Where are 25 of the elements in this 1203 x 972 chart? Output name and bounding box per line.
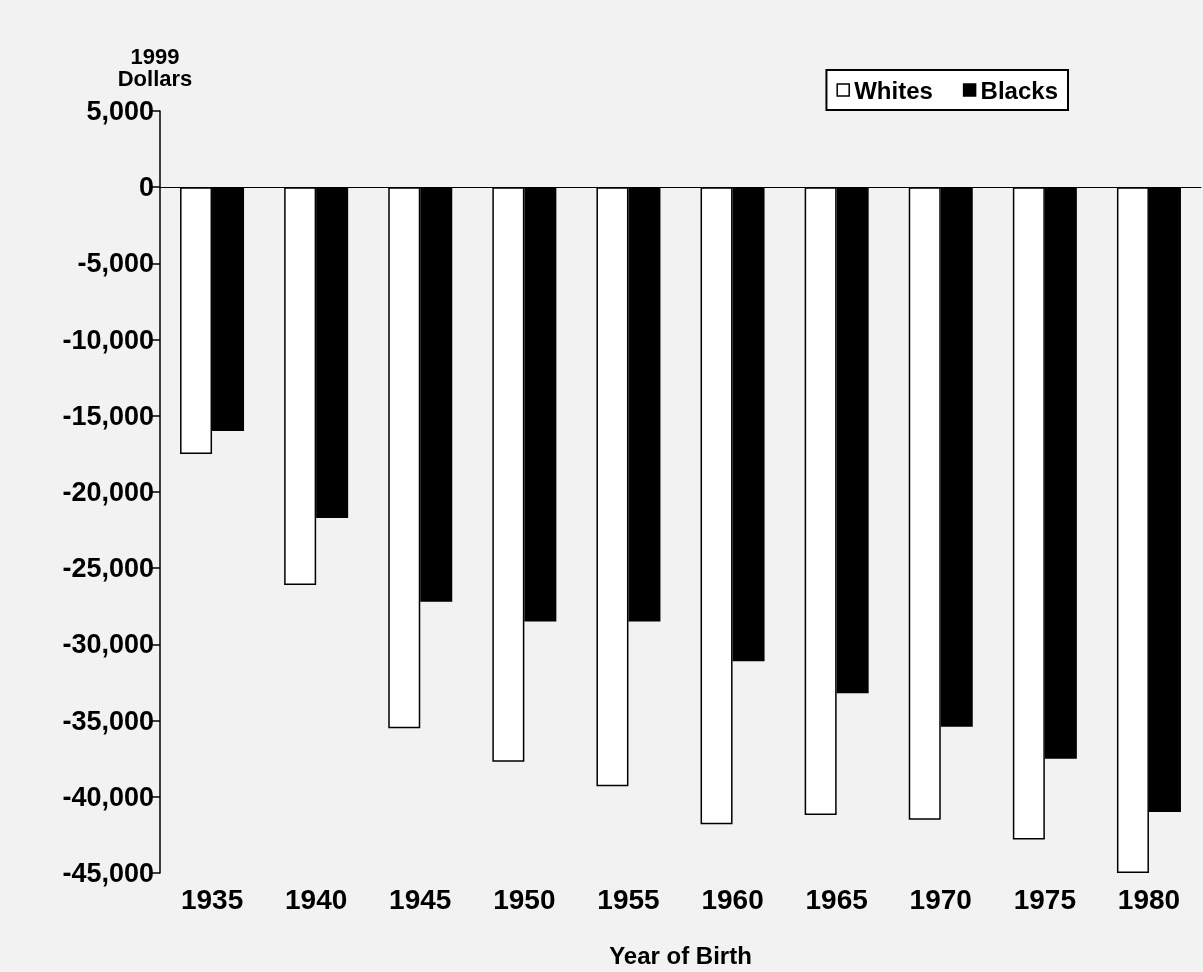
x-tick-label: 1935	[180, 883, 244, 915]
legend-label: Blacks	[980, 76, 1058, 104]
y-axis-title: 1999 Dollars	[117, 43, 193, 91]
y-tick-label: -35,000	[62, 705, 154, 736]
x-tick-label: 1975	[1013, 883, 1076, 915]
y-tick-label: -15,000	[62, 400, 154, 431]
y-tick-label: 0	[138, 172, 154, 203]
x-tick-label: 1950	[493, 883, 556, 915]
legend-label: Whites	[854, 76, 933, 104]
y-tick-label: -40,000	[62, 781, 154, 812]
x-tick-label: 1945	[389, 883, 452, 915]
y-tick-label: -25,000	[62, 553, 154, 584]
x-tick-label: 1980	[1117, 883, 1181, 915]
y-tick-label: -10,000	[62, 324, 154, 355]
y-tick-label: -5,000	[77, 248, 154, 279]
x-tick-label: 1955	[597, 883, 660, 915]
x-axis-title: Year of Birth	[609, 941, 752, 969]
x-tick-label: 1965	[805, 883, 868, 915]
y-tick-label: -20,000	[62, 477, 154, 507]
x-tick-label: 1970	[909, 883, 972, 915]
x-tick-label: 1940	[285, 883, 348, 915]
y-tick-label: -30,000	[62, 629, 154, 660]
y-tick-label: 5,000	[86, 96, 154, 126]
y-tick-label: -45,000	[62, 858, 154, 888]
x-tick-label: 1960	[701, 883, 764, 915]
